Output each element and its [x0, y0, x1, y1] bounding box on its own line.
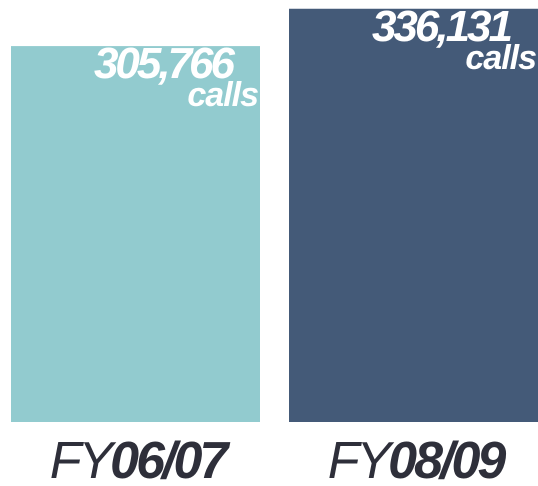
- value-label: 305,766: [94, 39, 236, 88]
- bar: [289, 8, 538, 423]
- unit-label: calls: [465, 39, 536, 77]
- bar: [11, 46, 260, 423]
- category-label: FY08/09: [328, 432, 507, 486]
- category-label: FY06/07: [50, 432, 231, 486]
- unit-label: calls: [187, 76, 258, 114]
- value-label: 336,131: [372, 2, 512, 51]
